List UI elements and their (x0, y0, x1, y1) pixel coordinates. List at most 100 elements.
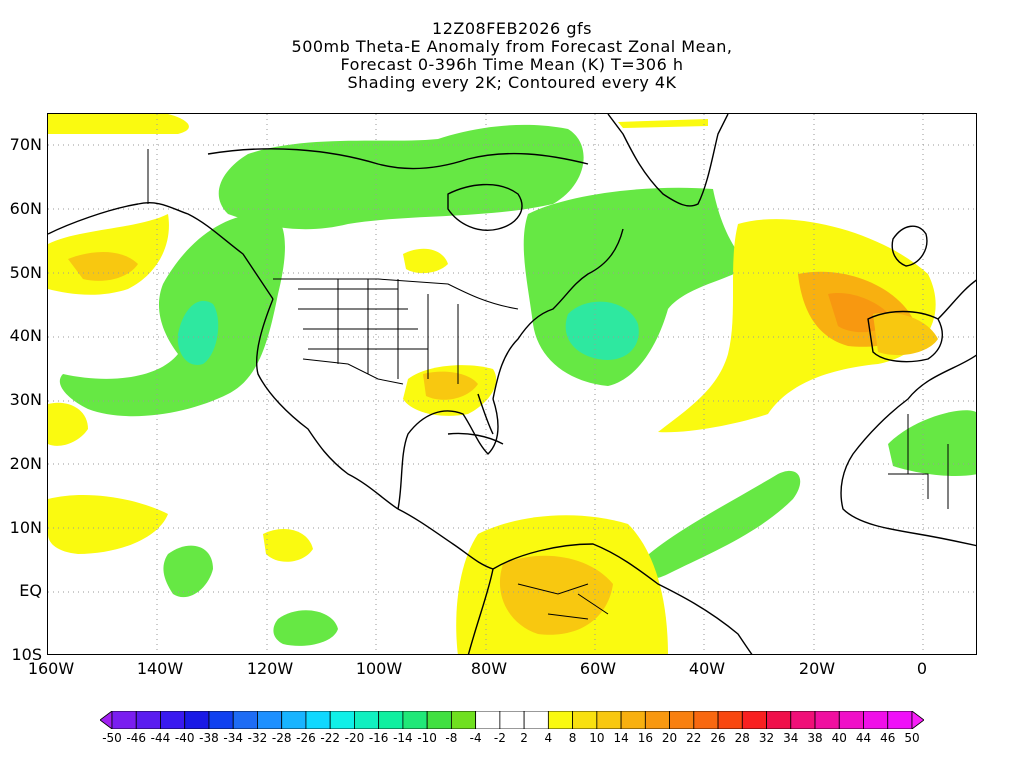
colorbar-tick-label: 40 (831, 731, 847, 745)
neg-anomaly-arctic (218, 124, 584, 230)
border-us-canada (273, 278, 519, 310)
coastlines (48, 114, 976, 654)
colorbar-cell (232, 711, 258, 729)
colorbar-tick-label: -34 (223, 731, 243, 745)
lat-label-20n: 20N (9, 454, 42, 473)
colorbar-cell (208, 711, 234, 729)
colorbar-cell (887, 711, 913, 729)
colorbar-tick-label: 44 (855, 731, 872, 745)
colorbar-tick-label: 14 (613, 731, 629, 745)
colorbar-cell (863, 711, 889, 729)
colorbar-cell (499, 711, 525, 729)
lat-label-eq: EQ (19, 581, 42, 600)
neg-anomaly-subtropical-atlantic (637, 470, 801, 580)
neg-anomaly-west-africa (888, 410, 976, 476)
colorbar-tick-label: 4 (544, 731, 553, 745)
coast-south-america (492, 543, 753, 654)
colorbar-cell (669, 711, 695, 729)
colorbar-cell (693, 711, 719, 729)
coast-canada-arctic (207, 148, 589, 170)
colorbar-tick-label: -38 (199, 731, 219, 745)
colorbar-cell (644, 711, 670, 729)
colorbar-cell (184, 711, 210, 729)
colorbar-tick-label: 10 (589, 731, 605, 745)
pos-anomaly-midwest (403, 248, 448, 274)
coast-greenland (607, 114, 729, 207)
colorbar-tick-label: 38 (807, 731, 823, 745)
colorbar-cell (523, 711, 549, 729)
neg-anomaly-north-atlantic (523, 187, 748, 386)
neg-anomaly-north-pacific (59, 213, 285, 417)
coast-west-africa (840, 354, 976, 547)
pos-anomaly-east-atlantic (658, 219, 936, 433)
border-west-africa (888, 414, 949, 509)
colorbar-cell (596, 711, 622, 729)
colorbar-tick-label: -8 (445, 731, 458, 745)
colorbar-cell (257, 711, 283, 729)
colorbar-cell (572, 711, 598, 729)
colorbar-cell (450, 711, 477, 729)
lon-label-160w: 160W (27, 659, 75, 678)
colorbar-tick-label: -46 (126, 731, 147, 745)
pos-anomaly-mexico-pacific (263, 529, 313, 562)
colorbar-tick-label: -50 (102, 731, 122, 745)
colorbar-tick-label: 8 (568, 731, 577, 745)
lat-label-50n: 50N (9, 263, 42, 282)
pos-anomaly-iberia (873, 312, 938, 356)
colorbar-cell (402, 711, 428, 729)
coast-europe (937, 279, 976, 320)
pos-anomaly-arctic-strip (48, 114, 189, 134)
coast-cuba (447, 432, 504, 445)
border-south-america (517, 583, 609, 620)
political-borders (147, 149, 949, 620)
coast-alaska (48, 202, 274, 300)
neg-anomaly-pacific-core (177, 300, 219, 365)
pos-anomaly-greenland (618, 119, 708, 128)
anomaly-shading (48, 114, 976, 654)
border-us-mexico (302, 358, 404, 385)
colorbar-cell (814, 711, 840, 729)
colorbar-tick-label: -44 (150, 731, 171, 745)
colorbar-tick-label: 28 (734, 731, 750, 745)
coast-east-north-america (492, 228, 624, 400)
map-panel (47, 113, 977, 655)
colorbar (100, 711, 924, 729)
chart-title: 12Z08FEB2026 gfs 500mb Theta-E Anomaly f… (0, 20, 1024, 92)
lon-label-100w: 100W (355, 659, 403, 678)
title-line-4: Shading every 2K; Contoured every 4K (347, 73, 677, 92)
colorbar-cell (426, 711, 452, 729)
colorbar-tick-label: 2 (520, 731, 528, 745)
colorbar-cell (160, 711, 186, 729)
colorbar-tick-label: 32 (758, 731, 775, 745)
colorbar-tick-label: 46 (880, 731, 896, 745)
colorbar-tick-label: -4 (469, 731, 482, 745)
colorbar-cell (620, 711, 646, 729)
colorbar-tick-label: -26 (296, 731, 316, 745)
neg-anomaly-east-pacific (163, 545, 213, 598)
coast-south-america-west (467, 568, 494, 654)
colorbar-tick-label: 16 (637, 731, 653, 745)
border-us-states-1 (298, 288, 428, 350)
colorbar-cell (135, 711, 161, 729)
colorbar-cell (281, 711, 307, 729)
pos-anomaly-gulf-core (423, 371, 478, 400)
colorbar-cell (766, 711, 792, 729)
colorbar-cell (547, 711, 574, 729)
neg-anomaly-atlantic-core (565, 301, 639, 360)
coast-iberia (867, 310, 944, 363)
coast-north-america-west (256, 298, 399, 510)
lat-label-10n: 10N (9, 518, 42, 537)
title-line-3: Forecast 0-396h Time Mean (K) T=306 h (340, 55, 684, 74)
colorbar-tick-label: -40 (174, 731, 195, 745)
colorbar-tick-label: 26 (710, 731, 726, 745)
border-us-states-2 (337, 279, 459, 384)
lon-label-120w: 120W (246, 659, 294, 678)
colorbar-cell (741, 711, 767, 729)
colorbar-tick-label: -14 (393, 731, 413, 745)
lon-label-140w: 140W (136, 659, 184, 678)
lon-label-80w: 80W (470, 659, 508, 678)
colorbar-tick-label: -10 (417, 731, 437, 745)
colorbar-cell (354, 711, 380, 729)
lon-label-60w: 60W (579, 659, 617, 678)
pos-anomaly-west-hawaii (48, 402, 88, 446)
